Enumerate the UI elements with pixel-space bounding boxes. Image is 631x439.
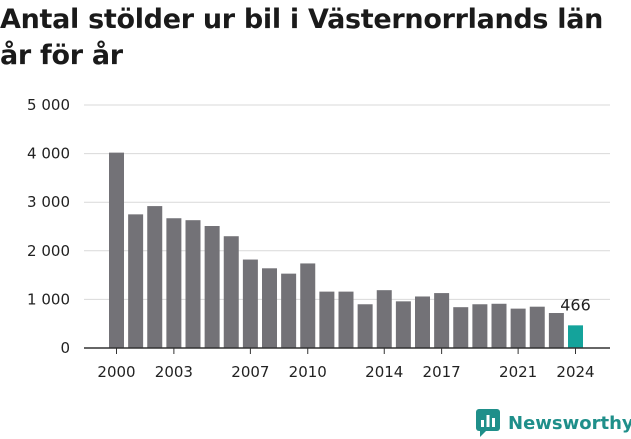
- y-tick-label: 0: [60, 339, 70, 357]
- bars: [109, 152, 583, 348]
- x-tick-label: 2017: [423, 363, 461, 381]
- bar-2008: [262, 268, 277, 348]
- bar-2013: [357, 304, 373, 348]
- data-label-2024: 466: [560, 295, 591, 314]
- x-tick-label: 2024: [556, 363, 594, 381]
- brand-name: Newsworthy: [508, 412, 631, 434]
- x-tick-label: 2010: [289, 363, 327, 381]
- bar-2022: [529, 306, 545, 348]
- brand: Newsworthy: [476, 407, 631, 439]
- y-tick-label: 4 000: [27, 145, 70, 163]
- bar-2015: [395, 301, 411, 348]
- x-tick-label: 2007: [231, 363, 269, 381]
- bar-2023: [548, 313, 564, 348]
- bar-2003: [166, 218, 182, 348]
- chart-title: Antal stölder ur bil i Västernorrlands l…: [0, 4, 604, 71]
- bar-2007: [242, 259, 258, 348]
- bar-2009: [281, 273, 297, 348]
- bar-2019: [472, 304, 488, 348]
- bar-2006: [223, 236, 239, 348]
- bar-2002: [147, 206, 163, 348]
- bar-2021: [510, 308, 526, 348]
- bar-2018: [453, 307, 469, 348]
- bar-2011: [319, 291, 335, 348]
- x-tick-label: 2014: [365, 363, 403, 381]
- bar-2004: [185, 220, 201, 348]
- bar-2000: [109, 152, 124, 348]
- bar-2017: [434, 293, 450, 348]
- y-tick-label: 2 000: [27, 242, 70, 260]
- bar-2020: [491, 303, 507, 348]
- annotations: 466: [560, 295, 591, 314]
- y-axis-ticks: 0 1 000 2 000 3 000 4 000 5 000: [27, 96, 70, 357]
- newsworthy-logo-icon: [476, 409, 500, 437]
- gridlines: [84, 104, 610, 300]
- bar-2005: [204, 226, 220, 348]
- bar-2012: [338, 291, 354, 348]
- bar-2016: [415, 296, 430, 348]
- bar-2001: [128, 214, 144, 348]
- bar-2010: [300, 263, 316, 348]
- x-tick-label: 2021: [499, 363, 537, 381]
- x-tick-label: 2003: [155, 363, 193, 381]
- y-tick-label: 1 000: [27, 290, 70, 308]
- bar-2014: [376, 290, 392, 348]
- y-tick-label: 3 000: [27, 193, 70, 211]
- bar-2024: [568, 325, 583, 348]
- y-tick-label: 5 000: [27, 96, 70, 114]
- x-tick-label: 2000: [97, 363, 135, 381]
- x-axis-ticks: 2000 2003 2007 2010 2014 2017 2021 2024: [97, 348, 595, 381]
